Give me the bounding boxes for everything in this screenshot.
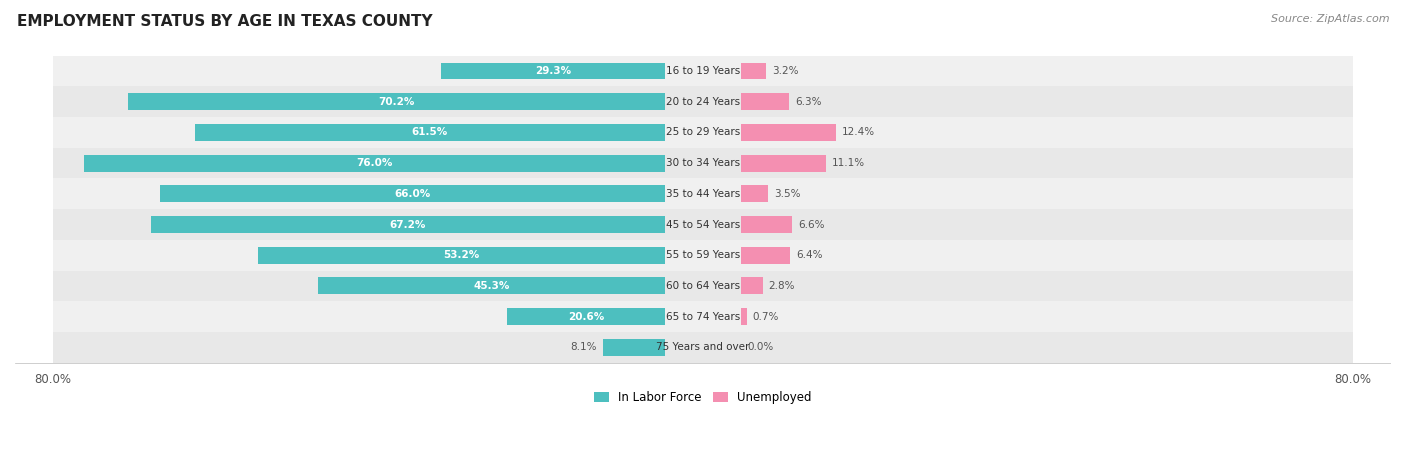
Bar (194, 124, 665, 141)
Bar (53, 148, 1353, 179)
Text: 20 to 24 Years: 20 to 24 Years (666, 97, 740, 107)
Legend: In Labor Force, Unemployed: In Labor Force, Unemployed (589, 387, 817, 409)
Bar (741, 247, 790, 264)
Text: 20.6%: 20.6% (568, 312, 605, 322)
Text: 6.6%: 6.6% (797, 220, 824, 230)
Text: 29.3%: 29.3% (534, 66, 571, 76)
Text: 66.0%: 66.0% (395, 189, 430, 199)
Text: 25 to 29 Years: 25 to 29 Years (666, 128, 740, 138)
Text: 3.5%: 3.5% (775, 189, 800, 199)
Text: 6.4%: 6.4% (796, 250, 823, 260)
Bar (741, 185, 768, 202)
Bar (53, 240, 1353, 271)
Text: 53.2%: 53.2% (443, 250, 479, 260)
Bar (53, 87, 1353, 117)
Text: 76.0%: 76.0% (356, 158, 392, 168)
Bar (741, 308, 747, 325)
Bar (603, 339, 665, 356)
Bar (128, 93, 665, 110)
Bar (53, 55, 1353, 87)
Text: 0.7%: 0.7% (752, 312, 779, 322)
Bar (508, 308, 665, 325)
Text: 11.1%: 11.1% (832, 158, 865, 168)
Text: 35 to 44 Years: 35 to 44 Years (666, 189, 740, 199)
Text: 16 to 19 Years: 16 to 19 Years (666, 66, 740, 76)
Text: 30 to 34 Years: 30 to 34 Years (666, 158, 740, 168)
Text: 67.2%: 67.2% (389, 220, 426, 230)
Bar (53, 332, 1353, 363)
Bar (741, 124, 837, 141)
Bar (319, 277, 665, 295)
Bar (84, 155, 665, 171)
Bar (53, 271, 1353, 301)
Text: 2.8%: 2.8% (769, 281, 796, 291)
Bar (741, 216, 792, 233)
Bar (53, 117, 1353, 148)
Text: 55 to 59 Years: 55 to 59 Years (666, 250, 740, 260)
Bar (53, 179, 1353, 209)
Bar (741, 155, 827, 171)
Bar (160, 185, 665, 202)
Bar (150, 216, 665, 233)
Text: 61.5%: 61.5% (412, 128, 449, 138)
Text: EMPLOYMENT STATUS BY AGE IN TEXAS COUNTY: EMPLOYMENT STATUS BY AGE IN TEXAS COUNTY (17, 14, 433, 28)
Text: 6.3%: 6.3% (796, 97, 823, 107)
Text: 3.2%: 3.2% (772, 66, 799, 76)
Bar (259, 247, 665, 264)
Text: Source: ZipAtlas.com: Source: ZipAtlas.com (1271, 14, 1389, 23)
Bar (53, 209, 1353, 240)
Text: 45.3%: 45.3% (474, 281, 510, 291)
Text: 0.0%: 0.0% (748, 342, 773, 352)
Text: 60 to 64 Years: 60 to 64 Years (666, 281, 740, 291)
Bar (53, 301, 1353, 332)
Bar (741, 277, 762, 295)
Text: 8.1%: 8.1% (571, 342, 596, 352)
Bar (441, 63, 665, 79)
Bar (741, 93, 789, 110)
Bar (741, 63, 766, 79)
Text: 70.2%: 70.2% (378, 97, 415, 107)
Text: 12.4%: 12.4% (842, 128, 876, 138)
Text: 75 Years and over: 75 Years and over (657, 342, 749, 352)
Text: 45 to 54 Years: 45 to 54 Years (666, 220, 740, 230)
Text: 65 to 74 Years: 65 to 74 Years (666, 312, 740, 322)
